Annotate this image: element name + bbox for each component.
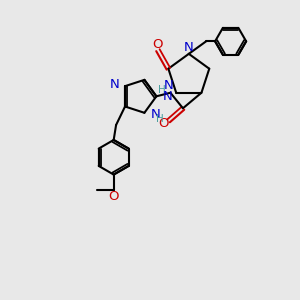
Text: H: H	[156, 114, 164, 124]
Text: O: O	[108, 190, 119, 202]
Text: N: N	[109, 78, 119, 91]
Text: N: N	[184, 41, 194, 54]
Text: O: O	[158, 117, 169, 130]
Text: H: H	[158, 85, 166, 95]
Text: O: O	[152, 38, 163, 51]
Text: N: N	[163, 90, 173, 103]
Text: N: N	[164, 79, 174, 92]
Text: N: N	[151, 108, 161, 121]
